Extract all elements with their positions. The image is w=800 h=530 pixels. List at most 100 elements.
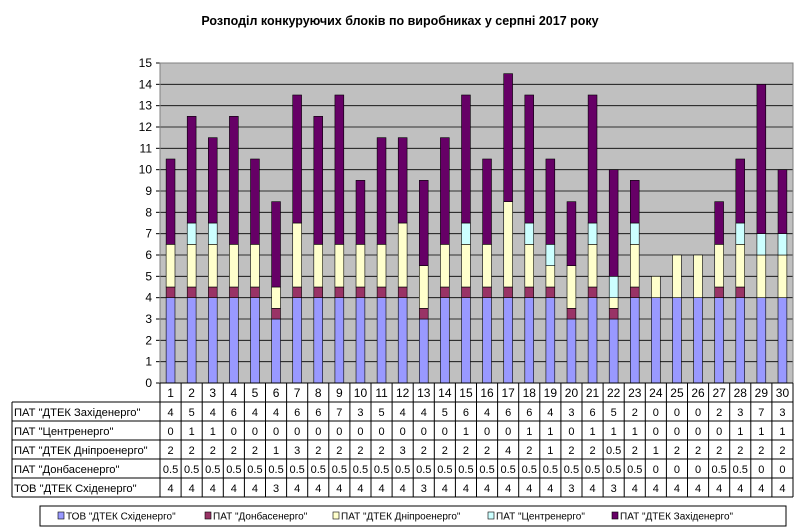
y-tick-label: 15 (139, 56, 153, 70)
legend-label: ПАТ "ДТЕК Дніпроенерго" (341, 512, 461, 523)
x-category-label: 4 (231, 386, 238, 400)
bar-segment (545, 286, 556, 298)
plot-area (160, 63, 793, 383)
table-cell: 4 (674, 483, 680, 495)
bar-segment (440, 244, 450, 288)
bar-segment (355, 286, 366, 298)
y-tick-label: 11 (140, 141, 153, 155)
bar-segment (693, 297, 703, 384)
table-cell: 0 (505, 426, 511, 438)
table-cell: 2 (568, 445, 574, 457)
table-cell: 4 (737, 483, 743, 495)
table-cell: 0 (653, 426, 659, 438)
table-cell: 0.5 (332, 464, 347, 476)
bar-segment (545, 297, 556, 384)
table-cell: 0 (674, 407, 680, 419)
table-cell: 0.5 (458, 464, 473, 476)
table-cell: 4 (167, 483, 173, 495)
table-cell: 0 (357, 426, 363, 438)
table-cell: 4 (252, 483, 258, 495)
table-cell: 2 (463, 445, 469, 457)
bar-segment (735, 286, 745, 298)
table-cell: 1 (547, 445, 553, 457)
table-cell: 1 (758, 426, 764, 438)
table-cell: 0.5 (184, 464, 199, 476)
table-cell: 0 (779, 464, 785, 476)
table-cell: 1 (273, 445, 279, 457)
bar-segment (208, 137, 218, 224)
table-cell: 0 (695, 464, 701, 476)
bar-segment (313, 297, 323, 384)
y-tick-label: 7 (145, 227, 152, 241)
table-cell: 0.5 (606, 464, 621, 476)
y-tick-label: 13 (139, 99, 153, 113)
bar-segment (672, 297, 682, 384)
bar-segment (503, 73, 513, 202)
bar-segment (334, 297, 345, 384)
bar-segment (186, 116, 197, 224)
bar-segment (735, 297, 745, 384)
bar-segment (587, 286, 598, 298)
table-cell: 2 (695, 445, 701, 457)
x-category-label: 26 (691, 386, 705, 400)
table-cell: 6 (589, 407, 595, 419)
table-cell: 6 (505, 407, 511, 419)
table-cell: 0 (674, 464, 680, 476)
table-cell: 0.5 (543, 464, 558, 476)
bar-segment (566, 308, 577, 320)
table-cell: 0 (294, 426, 300, 438)
bar-segment (630, 180, 640, 224)
bar-segment (735, 158, 745, 224)
bar-segment (756, 297, 767, 384)
table-cell: 4 (589, 483, 595, 495)
bar-segment (545, 244, 556, 266)
bar-segment (313, 286, 323, 298)
table-cell: 2 (357, 445, 363, 457)
table-cell: 4 (695, 483, 701, 495)
table-cell: 3 (273, 483, 279, 495)
table-cell: 4 (716, 483, 722, 495)
bar-segment (714, 286, 724, 298)
table-cell: 3 (400, 445, 406, 457)
bar-segment (777, 169, 788, 234)
table-cell: 0.5 (585, 464, 600, 476)
table-cell: 4 (210, 483, 216, 495)
bar-segment (229, 116, 239, 245)
y-tick-label: 3 (145, 312, 152, 326)
bar-segment (756, 84, 767, 234)
table-cell: 0 (653, 407, 659, 419)
x-category-label: 15 (459, 386, 473, 400)
table-cell: 0.5 (205, 464, 220, 476)
bar-segment (714, 297, 724, 384)
bar-segment (208, 244, 218, 288)
bar-segment (672, 254, 682, 298)
x-category-label: 27 (712, 386, 726, 400)
table-cell: 0 (484, 426, 490, 438)
table-cell: 4 (231, 483, 237, 495)
bar-segment (165, 297, 176, 384)
legend-label: ПАТ "Центренерго" (496, 512, 585, 523)
table-cell: 3 (357, 407, 363, 419)
table-cell: 4 (632, 483, 638, 495)
table-cell: 2 (632, 445, 638, 457)
table-cell: 2 (632, 407, 638, 419)
x-category-label: 21 (586, 386, 600, 400)
table-cell: 1 (547, 426, 553, 438)
bar-segment (419, 265, 429, 309)
bar-segment (608, 276, 619, 298)
table-cell: 4 (315, 483, 321, 495)
bar-segment (524, 94, 534, 224)
table-cell: 0 (442, 426, 448, 438)
bar-segment (334, 286, 345, 298)
bar-segment (165, 244, 176, 288)
table-cell: 4 (336, 483, 342, 495)
table-row-label: ПАТ "ДТЕК Західенерго" (14, 407, 141, 419)
table-cell: 4 (357, 483, 363, 495)
table-cell: 0.5 (163, 464, 178, 476)
table-cell: 0.5 (247, 464, 262, 476)
table-cell: 6 (294, 407, 300, 419)
x-category-label: 16 (480, 386, 494, 400)
table-cell: 1 (653, 445, 659, 457)
table-cell: 0.5 (627, 464, 642, 476)
table-cell: 0.5 (733, 464, 748, 476)
